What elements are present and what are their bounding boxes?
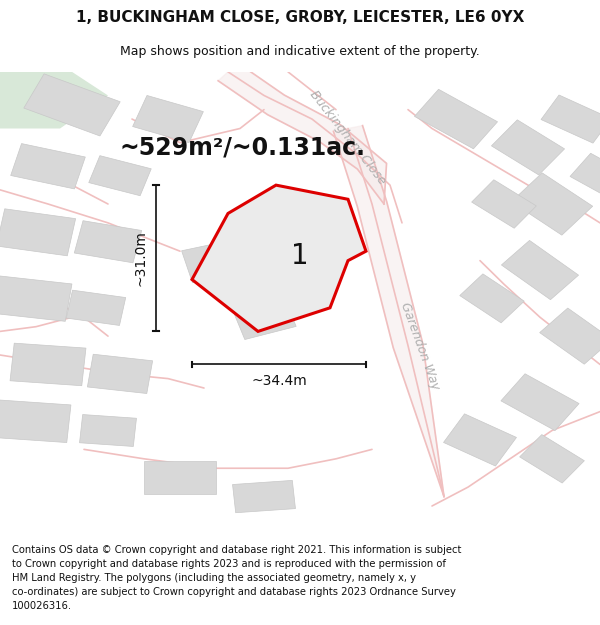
Text: Buckingham Close: Buckingham Close	[307, 88, 389, 188]
Polygon shape	[0, 276, 72, 321]
Polygon shape	[182, 239, 250, 282]
Polygon shape	[501, 374, 579, 431]
Polygon shape	[502, 241, 578, 300]
Polygon shape	[541, 95, 600, 143]
Polygon shape	[491, 120, 565, 175]
Text: ~31.0m: ~31.0m	[133, 231, 147, 286]
Polygon shape	[89, 156, 151, 196]
Polygon shape	[0, 209, 76, 256]
Polygon shape	[192, 185, 366, 331]
Polygon shape	[415, 89, 497, 149]
Polygon shape	[24, 74, 120, 136]
Polygon shape	[334, 126, 444, 496]
Polygon shape	[511, 173, 593, 235]
Polygon shape	[520, 434, 584, 483]
Text: Garendon Way: Garendon Way	[398, 300, 442, 391]
Text: ~529m²/~0.131ac.: ~529m²/~0.131ac.	[120, 136, 366, 159]
Polygon shape	[66, 290, 126, 326]
Polygon shape	[0, 399, 71, 442]
Polygon shape	[74, 221, 142, 262]
Polygon shape	[232, 295, 296, 339]
Polygon shape	[460, 274, 524, 323]
Polygon shape	[10, 343, 86, 386]
Text: Map shows position and indicative extent of the property.: Map shows position and indicative extent…	[120, 45, 480, 58]
Polygon shape	[233, 481, 295, 512]
Polygon shape	[539, 308, 600, 364]
Polygon shape	[443, 414, 517, 466]
Polygon shape	[133, 96, 203, 142]
Polygon shape	[0, 72, 108, 129]
Text: 1, BUCKINGHAM CLOSE, GROBY, LEICESTER, LE6 0YX: 1, BUCKINGHAM CLOSE, GROBY, LEICESTER, L…	[76, 11, 524, 26]
Polygon shape	[88, 354, 152, 394]
Text: ~34.4m: ~34.4m	[251, 374, 307, 388]
Polygon shape	[472, 180, 536, 228]
Polygon shape	[80, 414, 136, 446]
Polygon shape	[144, 461, 216, 494]
Polygon shape	[570, 153, 600, 198]
Text: 1: 1	[291, 242, 309, 270]
Text: Contains OS data © Crown copyright and database right 2021. This information is : Contains OS data © Crown copyright and d…	[12, 546, 461, 611]
Polygon shape	[11, 144, 85, 189]
Polygon shape	[218, 63, 386, 204]
